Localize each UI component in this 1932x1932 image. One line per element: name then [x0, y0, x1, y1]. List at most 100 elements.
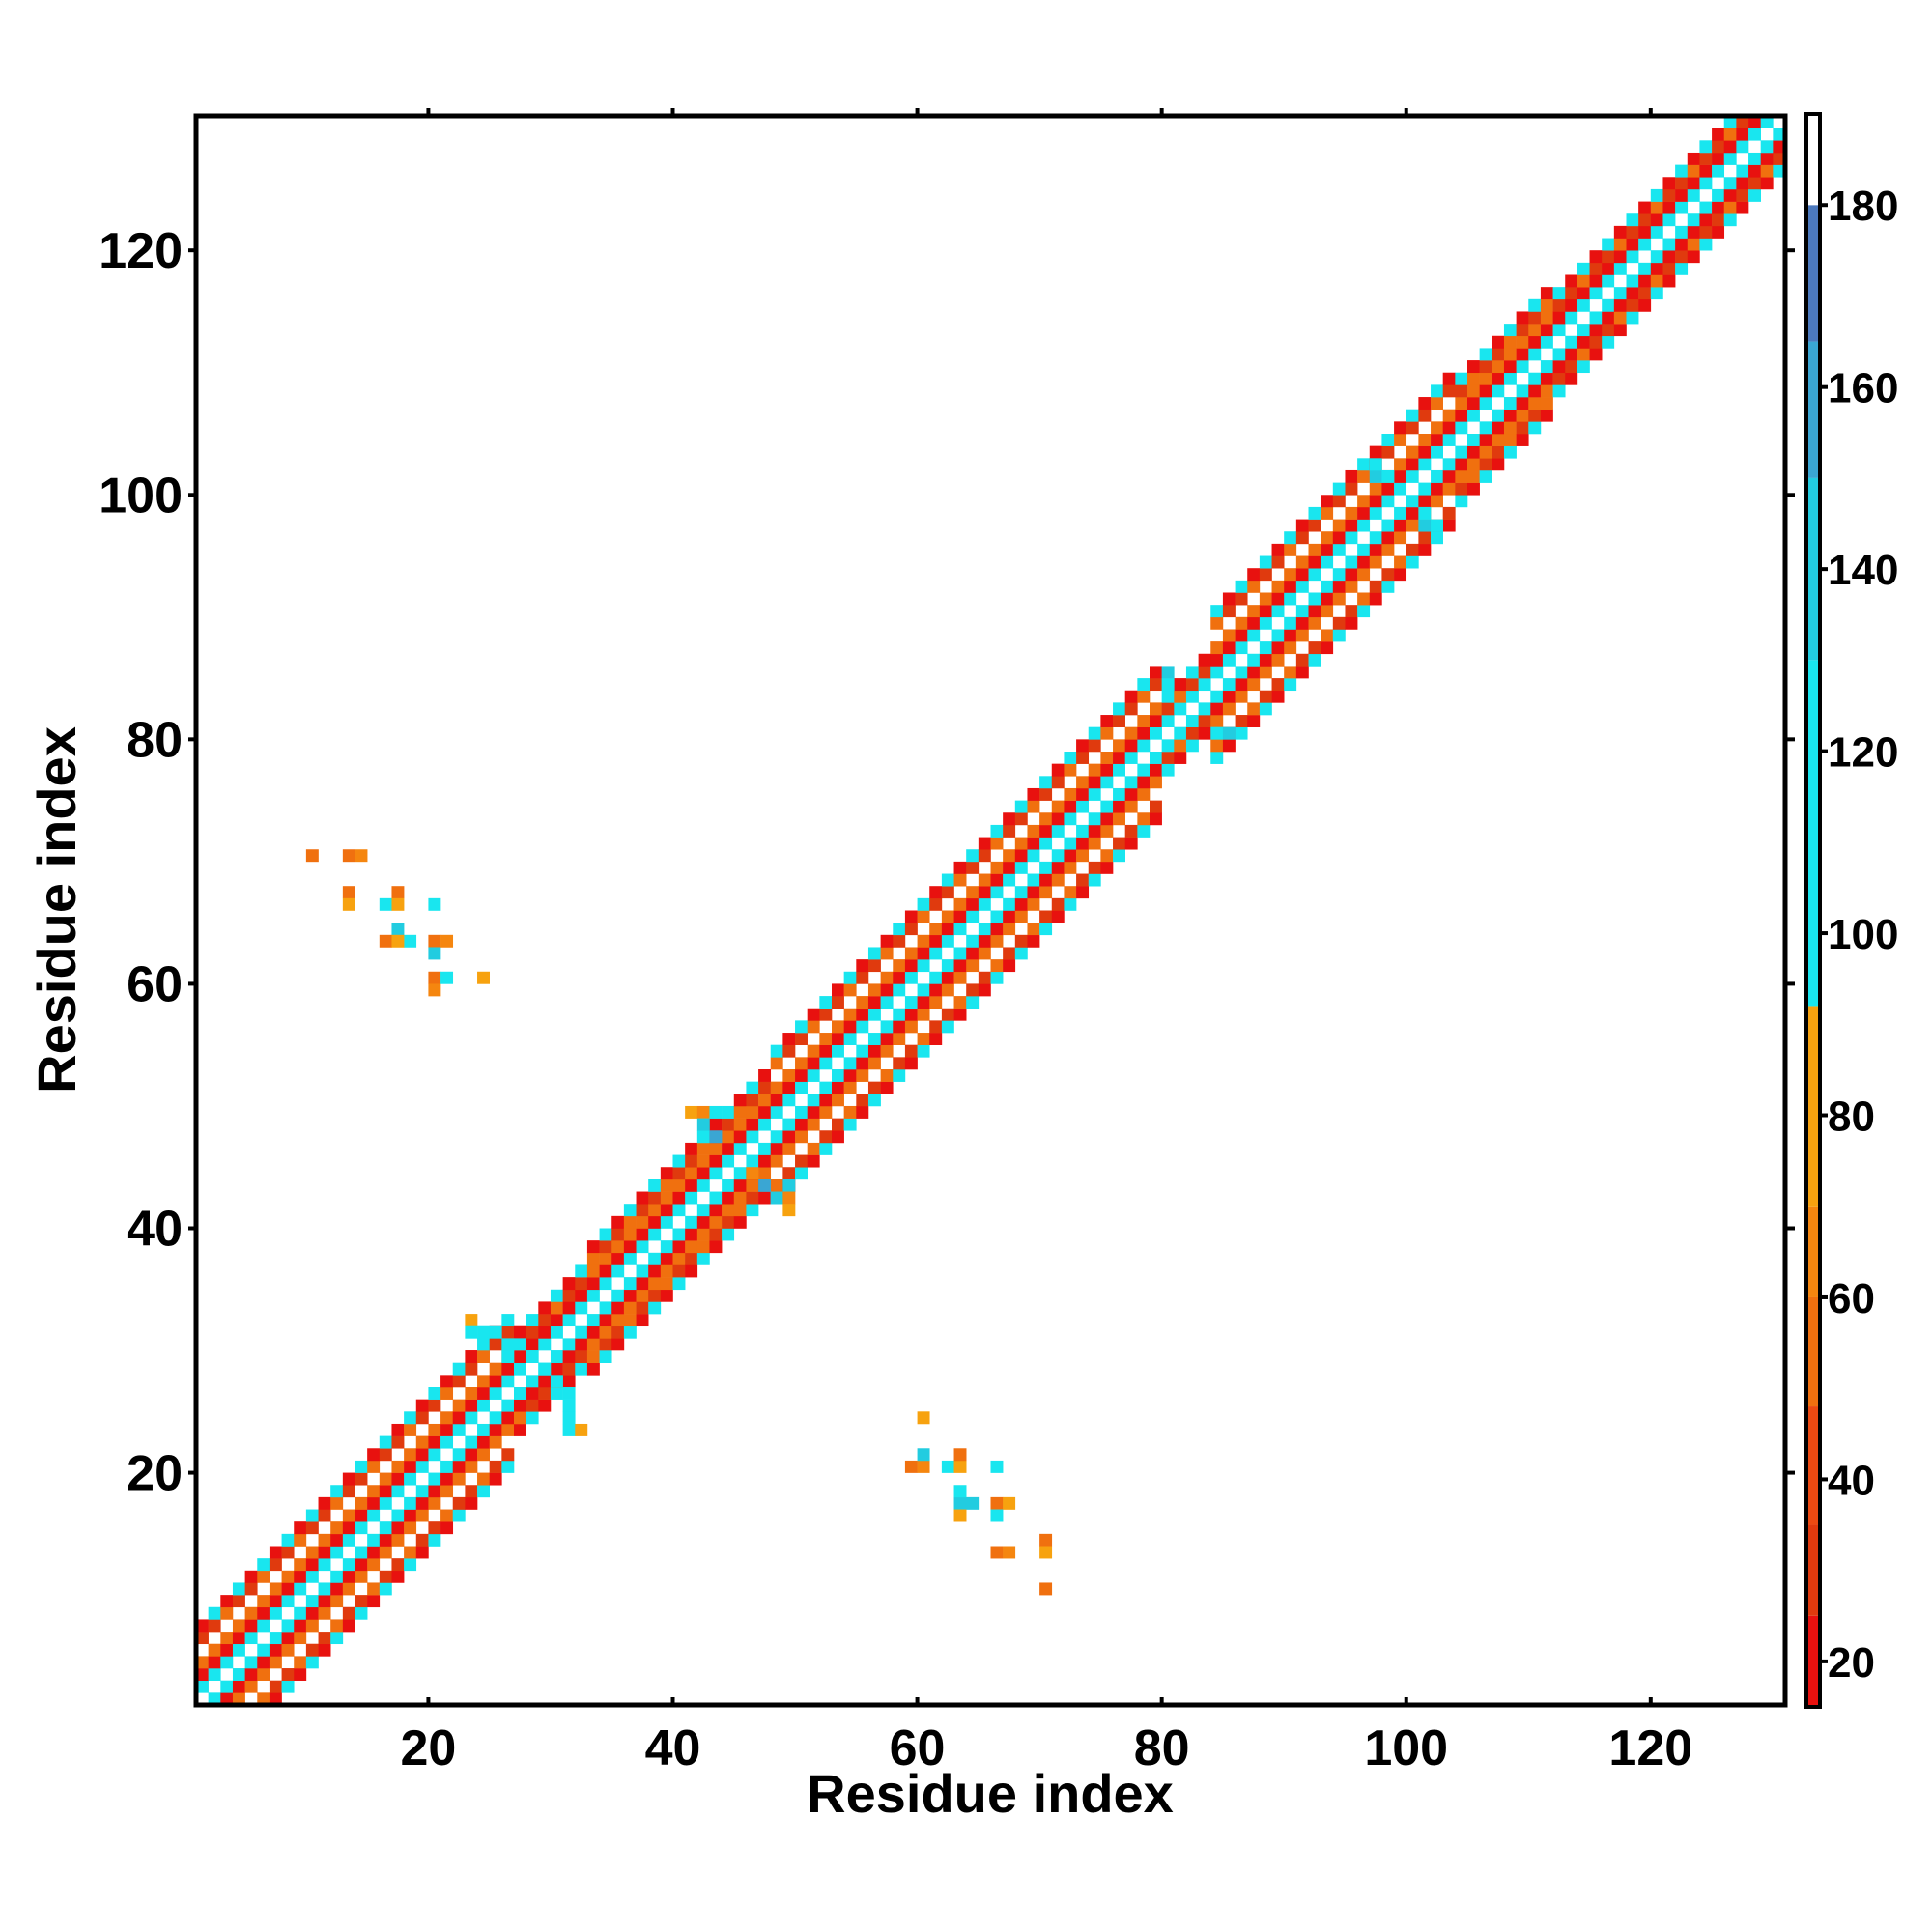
heatmap-cell [1088, 873, 1101, 887]
heatmap-cell [696, 1252, 710, 1265]
heatmap-cell [1431, 434, 1443, 446]
heatmap-cell [1113, 812, 1125, 826]
heatmap-cell [404, 1472, 417, 1486]
heatmap-cell [489, 1460, 502, 1473]
heatmap-cell [648, 1191, 662, 1205]
heatmap-cell [1516, 434, 1529, 446]
heatmap-cell [1516, 397, 1529, 410]
heatmap-cell [856, 1057, 869, 1070]
heatmap-cell [477, 1350, 490, 1363]
heatmap-cell [404, 1496, 417, 1510]
heatmap-cell [929, 886, 943, 899]
heatmap-cell [1295, 580, 1309, 593]
heatmap-cell [990, 910, 1004, 923]
heatmap-cell [1039, 861, 1053, 874]
heatmap-cell [1113, 849, 1125, 863]
heatmap-cell [623, 1252, 637, 1265]
heatmap-cell [318, 1509, 331, 1522]
heatmap-cell [1552, 298, 1566, 312]
heatmap-cell [1247, 702, 1261, 716]
heatmap-cell [1455, 445, 1468, 459]
heatmap-cell [220, 1606, 234, 1620]
heatmap-cell [514, 1325, 526, 1339]
heatmap-cell [1467, 445, 1480, 459]
heatmap-cell [257, 1692, 270, 1706]
colorbar-bin [1806, 660, 1820, 1007]
heatmap-cell [1137, 787, 1151, 801]
heatmap-cell [1613, 250, 1627, 264]
heatmap-cell [636, 1240, 649, 1254]
heatmap-cell [1259, 666, 1272, 679]
heatmap-cell [428, 1485, 441, 1498]
heatmap-cell [514, 1423, 526, 1436]
y-axis-title: Residue index [26, 726, 87, 1094]
heatmap-cell [355, 1570, 368, 1583]
heatmap-cell [1528, 324, 1542, 337]
heatmap-cell [1699, 177, 1713, 190]
heatmap-cell [196, 1668, 209, 1681]
heatmap-cell [722, 1142, 735, 1155]
heatmap-cell [391, 923, 405, 936]
colorbar-ticks: 20 40 60 80 100 120 140 160 180 [1820, 183, 1898, 1687]
heatmap-cell [404, 934, 417, 948]
heatmap-cell [1003, 849, 1016, 863]
heatmap-cell [501, 1350, 515, 1363]
heatmap-cell [1014, 886, 1028, 899]
heatmap-cell [586, 1325, 600, 1339]
heatmap-cell [1369, 543, 1382, 556]
heatmap-cell [379, 1570, 392, 1583]
heatmap-cell [1565, 298, 1578, 312]
heatmap-cell [1626, 238, 1639, 251]
heatmap-cell [953, 971, 967, 984]
heatmap-cell [1613, 225, 1627, 239]
heatmap-cell [305, 1546, 319, 1559]
heatmap-cell [1613, 311, 1627, 325]
heatmap-cell [562, 1301, 576, 1315]
heatmap-cell [1369, 506, 1382, 520]
heatmap-cell [819, 1105, 833, 1119]
heatmap-cell [330, 1533, 344, 1547]
heatmap-cell [1369, 482, 1382, 496]
heatmap-cell [856, 1094, 869, 1107]
heatmap-cell [1687, 213, 1700, 227]
heatmap-cell [1124, 690, 1138, 703]
heatmap-cell [1222, 739, 1236, 753]
heatmap-cell [1394, 421, 1407, 435]
heatmap-cell [1540, 384, 1553, 398]
colorbar-bin [1806, 1006, 1820, 1207]
heatmap-cell [415, 1533, 429, 1547]
heatmap-cell [660, 1252, 673, 1265]
heatmap-cell [1381, 568, 1395, 582]
heatmap-cell [1699, 238, 1713, 251]
heatmap-cell [232, 1643, 245, 1657]
heatmap-cell [1589, 324, 1603, 337]
heatmap-cell [1271, 690, 1285, 703]
heatmap-cell [330, 1570, 344, 1583]
heatmap-cell [709, 1130, 723, 1144]
heatmap-cell [1100, 800, 1114, 813]
heatmap-cell [733, 1094, 747, 1107]
heatmap-cell [904, 959, 918, 973]
heatmap-cell [1039, 824, 1053, 838]
heatmap-cell [1332, 629, 1346, 642]
heatmap-cell [1552, 384, 1566, 398]
heatmap-cell [208, 1643, 221, 1657]
heatmap-cell [1638, 274, 1652, 288]
heatmap-cell [966, 934, 980, 948]
heatmap-cell [1381, 495, 1395, 508]
heatmap-cell [391, 1570, 405, 1583]
heatmap-cell [880, 983, 894, 997]
heatmap-cell [709, 1215, 723, 1229]
heatmap-cell [1723, 177, 1737, 190]
heatmap-cell [660, 1289, 673, 1302]
heatmap-cell [599, 1338, 612, 1351]
heatmap-cell [526, 1375, 539, 1388]
heatmap-cell [562, 1387, 576, 1400]
heatmap-cell [1760, 164, 1774, 178]
heatmap-cell [1100, 752, 1114, 764]
heatmap-cell [1528, 421, 1542, 435]
heatmap-cell [1589, 262, 1603, 275]
heatmap-cell [1210, 666, 1224, 679]
heatmap-cell [1442, 482, 1456, 496]
heatmap-cell [758, 1167, 772, 1180]
